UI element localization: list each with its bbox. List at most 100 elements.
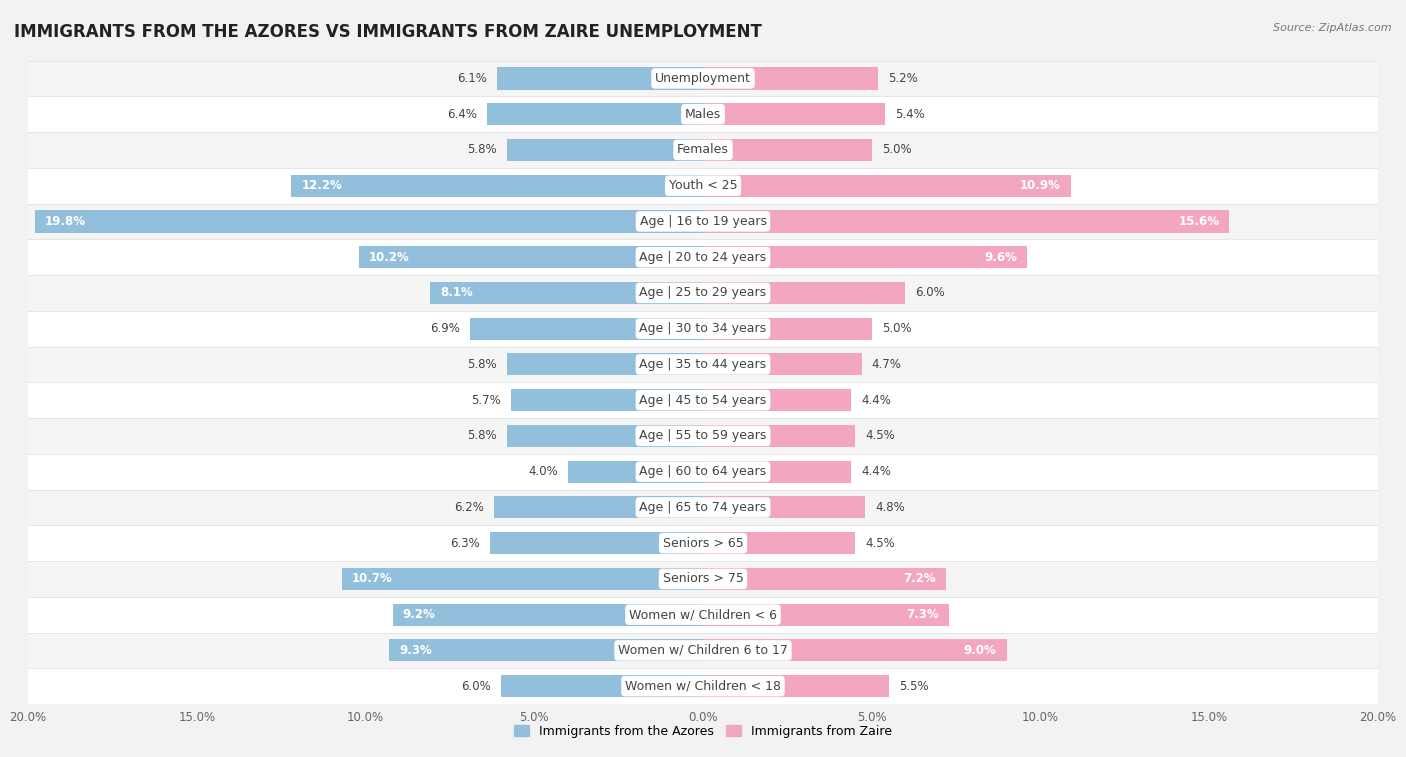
Bar [568,460,703,483]
Text: Age | 55 to 59 years: Age | 55 to 59 years [640,429,766,442]
Bar [703,532,855,554]
Text: 5.4%: 5.4% [896,107,925,120]
Bar [28,96,1378,132]
Text: 15.6%: 15.6% [1178,215,1219,228]
Bar [703,497,865,519]
Text: Age | 20 to 24 years: Age | 20 to 24 years [640,251,766,263]
Bar [703,675,889,697]
Bar [703,282,905,304]
Bar [703,460,852,483]
Text: Youth < 25: Youth < 25 [669,179,737,192]
Bar [510,389,703,411]
Text: 5.8%: 5.8% [468,358,498,371]
Text: 5.0%: 5.0% [882,322,911,335]
Text: 7.2%: 7.2% [903,572,936,585]
Bar [703,568,946,590]
Text: 9.3%: 9.3% [399,644,432,657]
Text: 7.3%: 7.3% [907,608,939,621]
Text: 5.5%: 5.5% [898,680,928,693]
Text: Females: Females [678,143,728,157]
Bar [28,168,1378,204]
Bar [35,210,703,232]
Bar [508,425,703,447]
Bar [28,132,1378,168]
Text: 6.1%: 6.1% [457,72,486,85]
Text: 8.1%: 8.1% [440,286,472,300]
Bar [494,497,703,519]
Text: 9.0%: 9.0% [965,644,997,657]
Text: Age | 60 to 64 years: Age | 60 to 64 years [640,465,766,478]
Text: Age | 65 to 74 years: Age | 65 to 74 years [640,501,766,514]
Bar [28,204,1378,239]
Bar [498,67,703,89]
Text: Unemployment: Unemployment [655,72,751,85]
Bar [703,603,949,626]
Text: Males: Males [685,107,721,120]
Text: 6.0%: 6.0% [915,286,945,300]
Bar [28,597,1378,633]
Bar [392,603,703,626]
Text: 6.4%: 6.4% [447,107,477,120]
Bar [486,103,703,125]
Bar [28,418,1378,453]
Text: 5.2%: 5.2% [889,72,918,85]
Text: Age | 25 to 29 years: Age | 25 to 29 years [640,286,766,300]
Text: 4.8%: 4.8% [875,501,905,514]
Text: 6.9%: 6.9% [430,322,460,335]
Bar [703,640,1007,662]
Text: 5.7%: 5.7% [471,394,501,407]
Bar [703,139,872,161]
Bar [703,67,879,89]
Text: Women w/ Children < 6: Women w/ Children < 6 [628,608,778,621]
Bar [703,354,862,375]
Bar [28,490,1378,525]
Text: 5.8%: 5.8% [468,429,498,442]
Text: 6.3%: 6.3% [450,537,481,550]
Bar [508,139,703,161]
Text: 4.5%: 4.5% [865,537,894,550]
Text: 10.7%: 10.7% [352,572,392,585]
Bar [389,640,703,662]
Text: Seniors > 75: Seniors > 75 [662,572,744,585]
Bar [28,453,1378,490]
Bar [342,568,703,590]
Text: Women w/ Children 6 to 17: Women w/ Children 6 to 17 [619,644,787,657]
Bar [501,675,703,697]
Bar [28,668,1378,704]
Bar [703,425,855,447]
Bar [28,61,1378,96]
Text: 12.2%: 12.2% [301,179,342,192]
Bar [703,210,1229,232]
Text: 4.5%: 4.5% [865,429,894,442]
Text: 4.0%: 4.0% [529,465,558,478]
Text: 9.6%: 9.6% [984,251,1017,263]
Bar [28,382,1378,418]
Text: 5.0%: 5.0% [882,143,911,157]
Bar [508,354,703,375]
Bar [28,633,1378,668]
Bar [359,246,703,268]
Text: Age | 30 to 34 years: Age | 30 to 34 years [640,322,766,335]
Bar [28,239,1378,275]
Text: 4.4%: 4.4% [862,394,891,407]
Bar [291,175,703,197]
Text: Age | 45 to 54 years: Age | 45 to 54 years [640,394,766,407]
Text: Women w/ Children < 18: Women w/ Children < 18 [626,680,780,693]
Bar [28,525,1378,561]
Text: IMMIGRANTS FROM THE AZORES VS IMMIGRANTS FROM ZAIRE UNEMPLOYMENT: IMMIGRANTS FROM THE AZORES VS IMMIGRANTS… [14,23,762,41]
Text: 19.8%: 19.8% [45,215,86,228]
Text: Age | 35 to 44 years: Age | 35 to 44 years [640,358,766,371]
Text: 5.8%: 5.8% [468,143,498,157]
Text: 4.4%: 4.4% [862,465,891,478]
Bar [28,311,1378,347]
Bar [28,561,1378,597]
Bar [703,318,872,340]
Text: Seniors > 65: Seniors > 65 [662,537,744,550]
Text: 10.9%: 10.9% [1019,179,1060,192]
Text: 9.2%: 9.2% [402,608,436,621]
Bar [703,389,852,411]
Text: Age | 16 to 19 years: Age | 16 to 19 years [640,215,766,228]
Bar [28,275,1378,311]
Bar [470,318,703,340]
Bar [703,103,886,125]
